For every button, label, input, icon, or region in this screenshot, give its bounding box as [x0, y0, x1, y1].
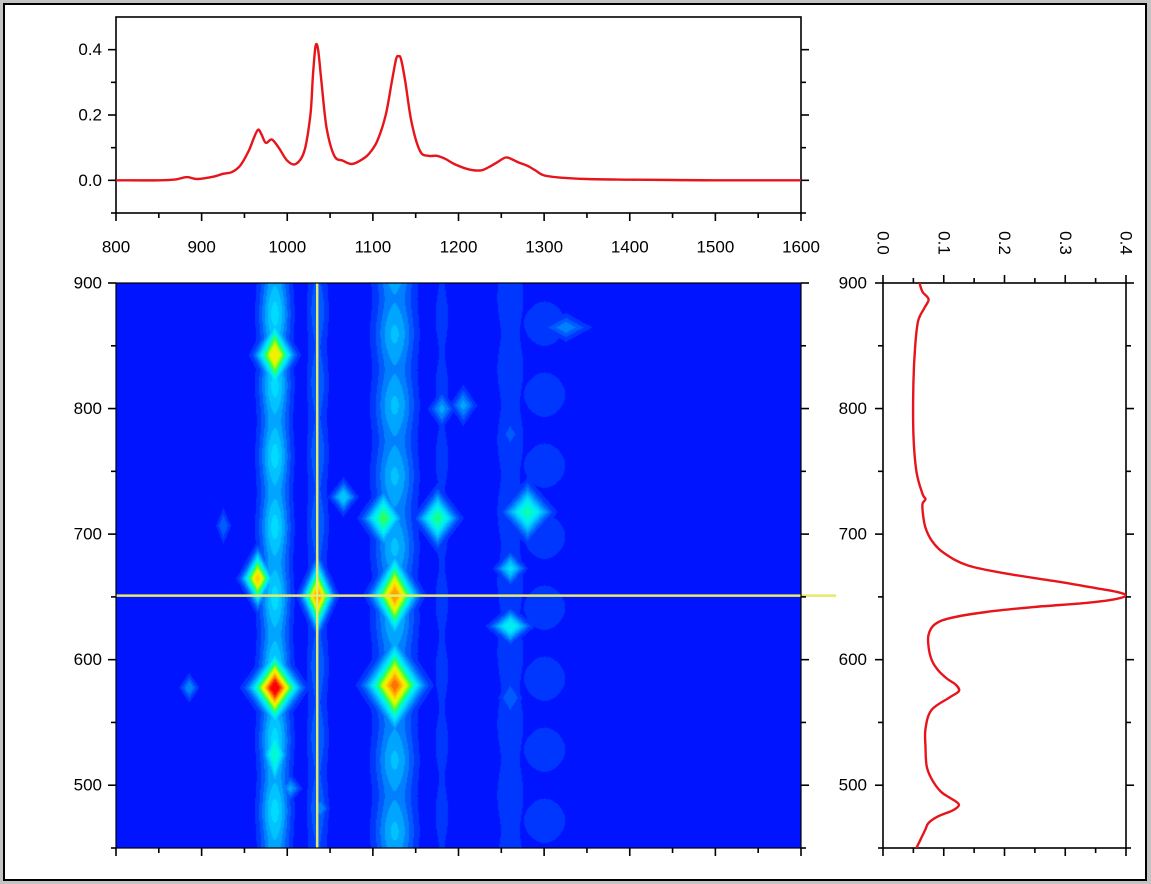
side-x-tick-label: 0.1 [934, 231, 953, 255]
top-x-tick-label: 1400 [611, 238, 649, 257]
side-spectrum-line [911, 283, 1126, 848]
side-x-tick-label: 0.2 [995, 231, 1014, 255]
top-plot-frame [115, 16, 802, 214]
top-x-tick-label: 900 [187, 238, 215, 257]
side-plot-frame [882, 282, 1127, 849]
side-y-tick-label: 600 [839, 650, 867, 669]
map-y-tick-label: 600 [74, 650, 102, 669]
top-x-tick-label: 1100 [355, 238, 392, 257]
top-x-tick-label: 1300 [525, 238, 563, 257]
side-x-tick-label: 0.3 [1056, 231, 1075, 255]
side-spectrum [911, 283, 1126, 848]
map-y-tick-label: 800 [74, 399, 102, 418]
top-y-tick-label: 0.2 [78, 106, 102, 125]
map-y-tick-label: 700 [74, 525, 102, 544]
top-x-tick-label: 1200 [440, 238, 478, 257]
top-x-tick-label: 1600 [782, 238, 820, 257]
axes: 800 900 1000 1100 1200 1300 1400 1500 16000.00.2… [74, 16, 1136, 856]
side-y-tick-label: 700 [839, 525, 867, 544]
side-y-tick-label: 900 [839, 274, 867, 293]
top-spectrum-line [116, 42, 801, 182]
top-y-tick-label: 0.4 [78, 40, 102, 59]
map-y-tick-label: 500 [74, 776, 102, 795]
side-x-tick-label: 0.0 [874, 231, 893, 255]
side-y-tick-label: 800 [839, 399, 867, 418]
top-x-tick-label: 1500 [696, 238, 734, 257]
top-spectrum [116, 42, 801, 182]
contour-image [116, 283, 801, 848]
map-y-tick-label: 900 [74, 274, 102, 293]
side-x-tick-label: 0.4 [1117, 231, 1136, 255]
top-x-tick-label: 800 [102, 238, 130, 257]
contour-map [116, 283, 836, 848]
top-x-tick-label: 1000 [268, 238, 306, 257]
side-y-tick-label: 500 [839, 776, 867, 795]
top-y-tick-label: 0.0 [78, 171, 102, 190]
